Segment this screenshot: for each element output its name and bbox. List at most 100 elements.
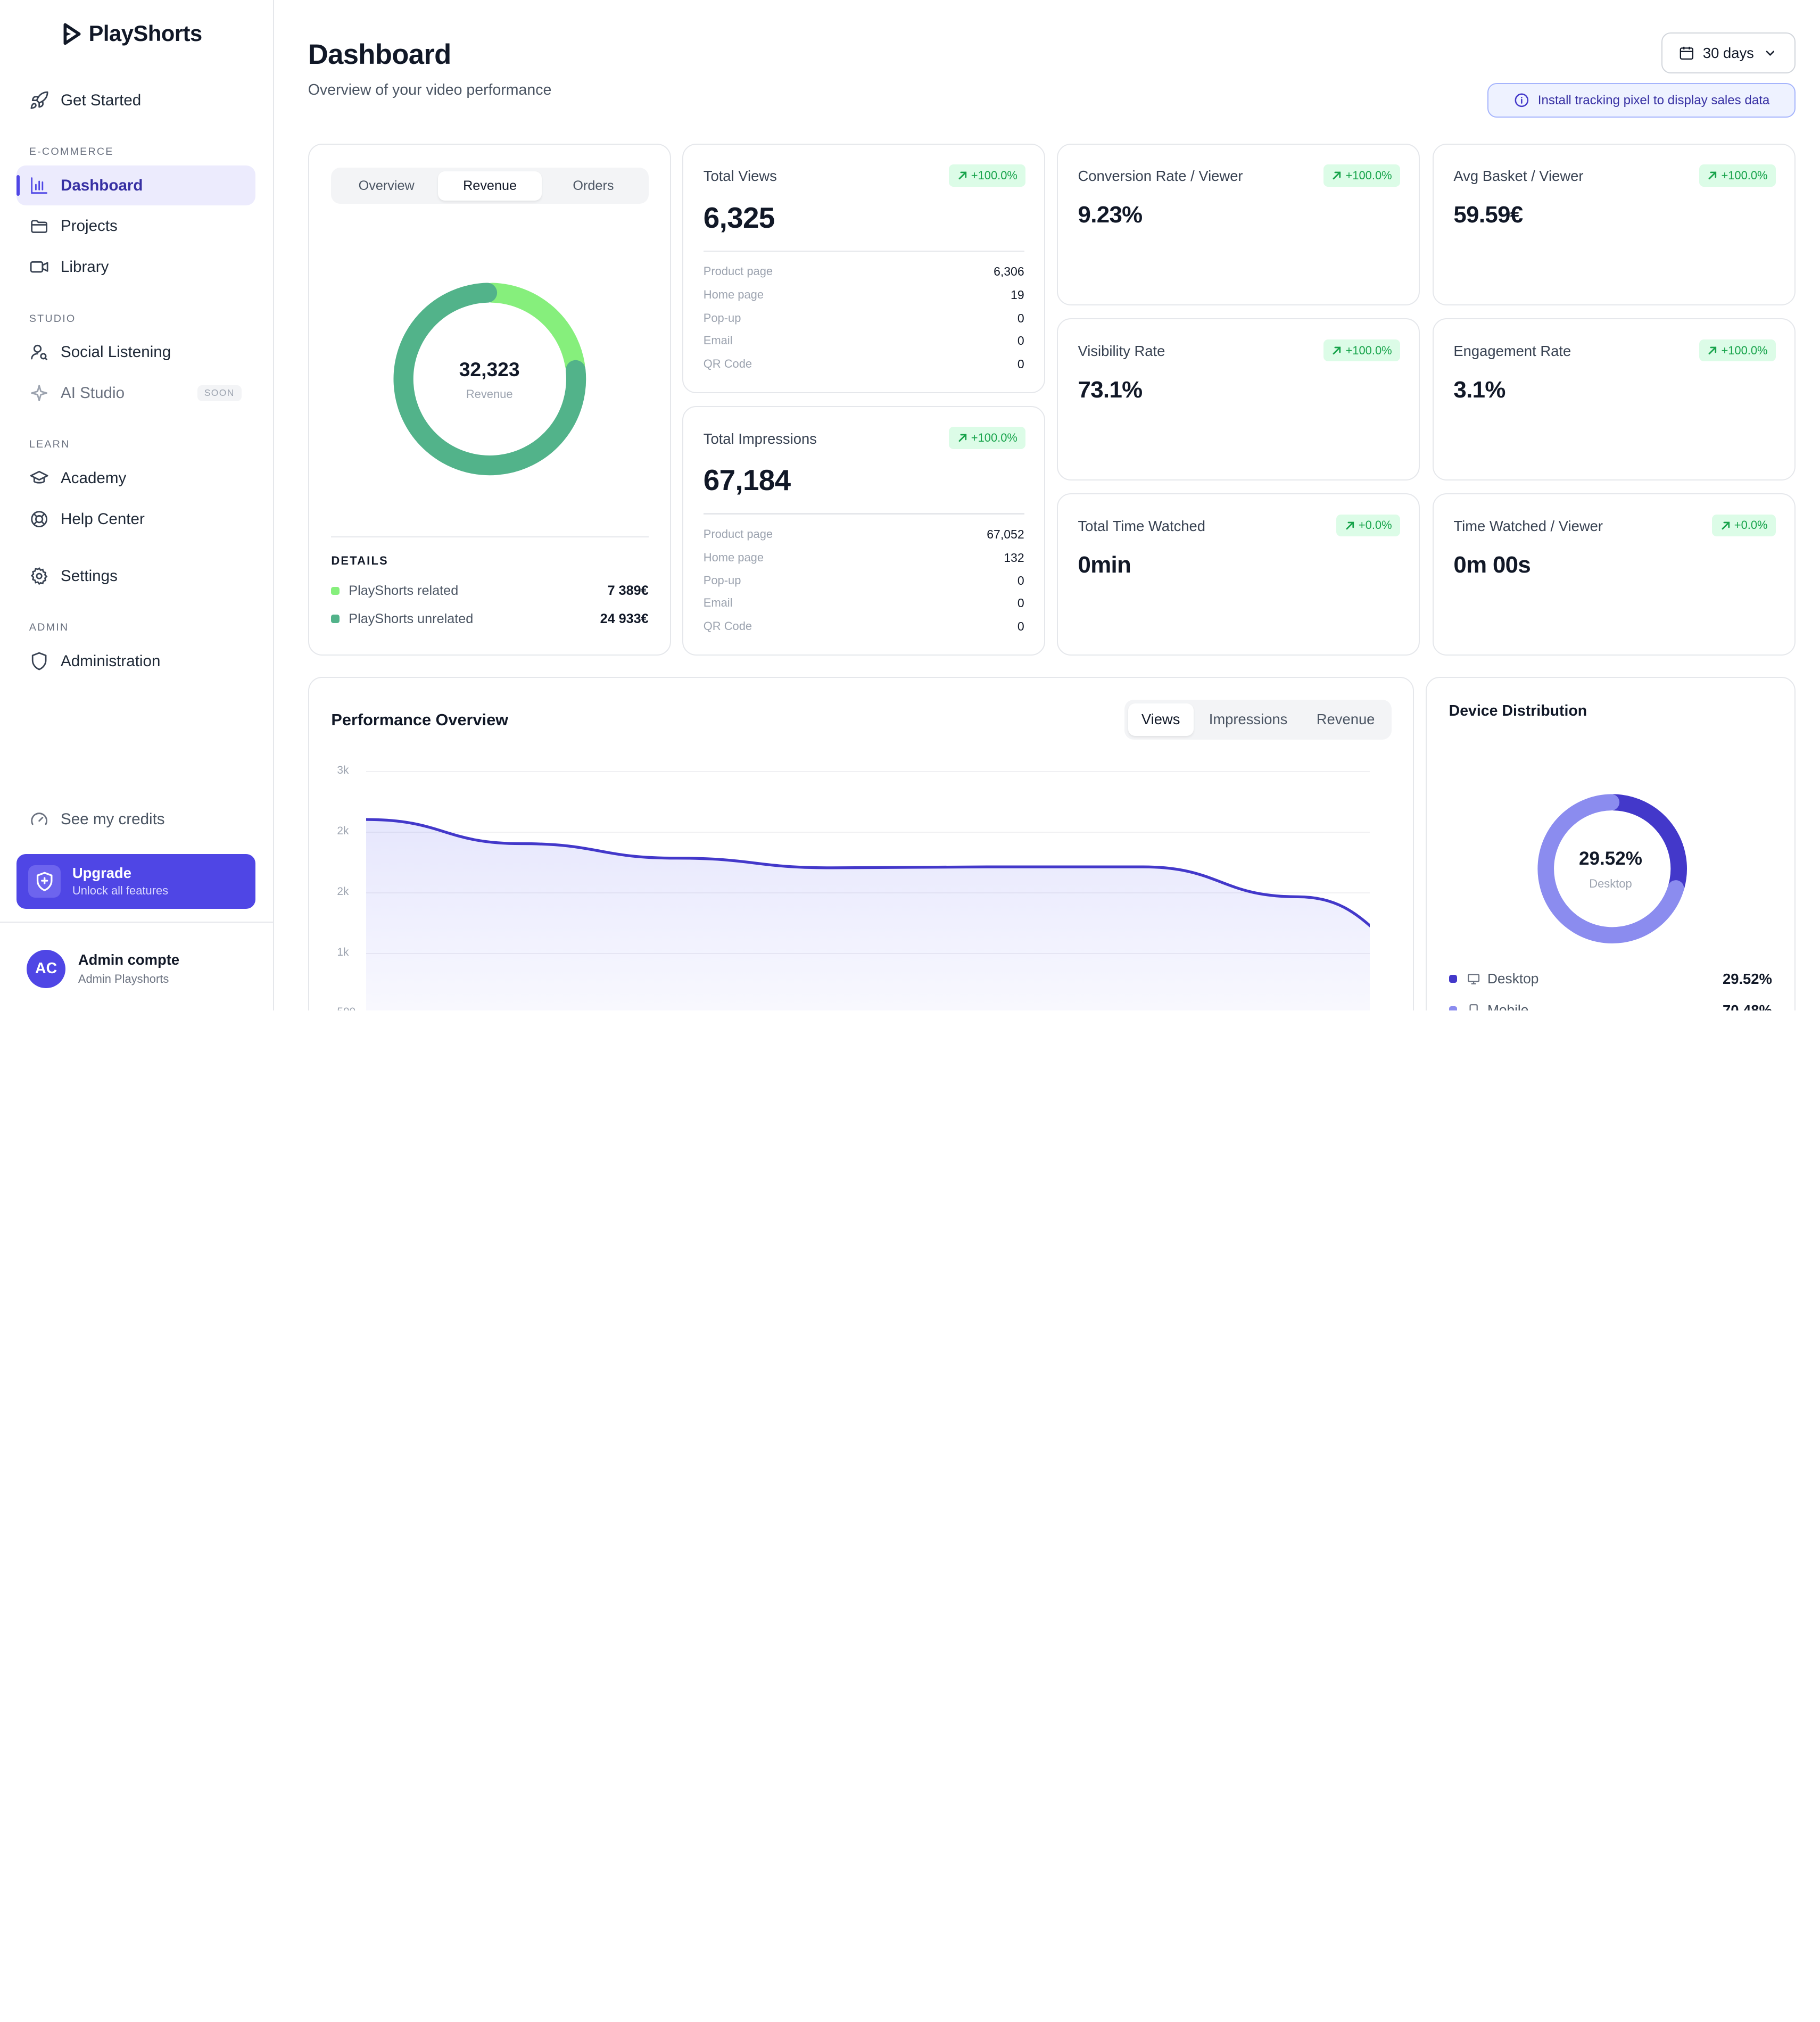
- legend-value: 7 389€: [607, 583, 649, 598]
- see-credits-link[interactable]: See my credits: [29, 809, 165, 829]
- soon-badge: SOON: [197, 385, 242, 401]
- legend-label: PlayShorts unrelated: [349, 611, 474, 626]
- change-badge: +100.0%: [949, 427, 1026, 449]
- nav-social-listening[interactable]: Social Listening: [16, 333, 255, 372]
- nav-label: Get Started: [60, 91, 142, 109]
- nav-administration[interactable]: Administration: [16, 642, 255, 682]
- breakdown-row: Pop-up 0: [704, 574, 1024, 588]
- divider: [331, 536, 649, 538]
- gear-icon: [30, 567, 48, 585]
- metric-label: Time Watched / Viewer: [1453, 518, 1603, 535]
- performance-line: [366, 818, 1370, 927]
- breakdown-row: QR Code 0: [704, 357, 1024, 371]
- metric-value: 3.1%: [1453, 376, 1505, 403]
- y-tick-label: 2k: [337, 885, 349, 898]
- metric-value: 0min: [1078, 551, 1131, 578]
- avg-basket-card: Avg Basket / Viewer +100.0% 59.59€: [1433, 143, 1796, 306]
- row-label: Home page: [703, 550, 764, 564]
- y-tick-label: 2k: [337, 824, 349, 837]
- divider: [703, 251, 1024, 252]
- nav-help-center[interactable]: Help Center: [16, 499, 255, 539]
- breakdown-row: Product page 67,052: [704, 527, 1024, 542]
- user-profile[interactable]: AC Admin compte Admin Playshorts: [27, 949, 180, 988]
- row-label: Pop-up: [703, 574, 741, 587]
- y-tick-label: 500: [337, 1006, 355, 1010]
- tab-impressions[interactable]: Impressions: [1209, 711, 1288, 728]
- change-badge: +100.0%: [1323, 164, 1400, 187]
- smartphone-icon: [1469, 1004, 1478, 1010]
- metric-label: Engagement Rate: [1453, 343, 1571, 360]
- device-legend-item: Desktop 29.52%: [1449, 971, 1772, 988]
- date-range-value: 30 days: [1702, 44, 1754, 61]
- folder-icon: [31, 220, 47, 233]
- nav-ai-studio[interactable]: AI Studio SOON: [16, 374, 255, 413]
- tab-views[interactable]: Views: [1128, 703, 1194, 736]
- user-role: Admin Playshorts: [78, 972, 169, 985]
- row-value: 0: [1017, 357, 1024, 371]
- nav-get-started[interactable]: Get Started: [16, 80, 255, 120]
- change-value: +0.0%: [1734, 518, 1768, 532]
- arrow-up-right-icon: [1333, 171, 1341, 180]
- section-studio: STUDIO: [29, 312, 76, 325]
- row-label: Pop-up: [703, 311, 741, 325]
- legend-label: Mobile: [1487, 1002, 1529, 1010]
- nav-settings[interactable]: Settings: [16, 557, 255, 596]
- legend-label: Desktop: [1487, 971, 1539, 987]
- tab-orders[interactable]: Orders: [573, 178, 614, 193]
- tracking-pixel-notice[interactable]: Install tracking pixel to display sales …: [1487, 82, 1796, 118]
- user-name: Admin compte: [78, 951, 180, 968]
- breakdown-row: Email 0: [704, 334, 1024, 348]
- nav-library[interactable]: Library: [16, 247, 255, 287]
- tab-revenue[interactable]: Revenue: [438, 171, 542, 201]
- tab-revenue[interactable]: Revenue: [1316, 711, 1375, 728]
- tab-overview[interactable]: Overview: [358, 178, 415, 193]
- metric-value: 73.1%: [1078, 376, 1143, 403]
- nav-label: Social Listening: [60, 343, 171, 361]
- change-badge: +100.0%: [1323, 339, 1400, 362]
- monitor-icon: [1467, 973, 1479, 984]
- arrow-up-right-icon: [1708, 346, 1717, 354]
- bar-chart-icon: [31, 177, 47, 194]
- legend-label: PlayShorts related: [349, 583, 459, 598]
- info-icon: [1515, 93, 1528, 107]
- shield-icon: [31, 652, 47, 670]
- metric-value: 6,325: [703, 201, 775, 234]
- brand-logo[interactable]: PlayShorts: [63, 21, 202, 46]
- total-time-watched-card: Total Time Watched +0.0% 0min: [1057, 493, 1420, 656]
- section-admin: ADMIN: [29, 621, 69, 634]
- nav-label: Settings: [60, 567, 118, 585]
- time-per-viewer-card: Time Watched / Viewer +0.0% 0m 00s: [1433, 493, 1796, 656]
- row-label: Product page: [703, 264, 773, 278]
- nav-projects[interactable]: Projects: [16, 206, 255, 246]
- brand-name: PlayShorts: [88, 21, 203, 46]
- change-value: +100.0%: [1721, 168, 1768, 182]
- change-badge: +100.0%: [1699, 339, 1776, 362]
- divider: [703, 513, 1024, 515]
- nav-dashboard[interactable]: Dashboard: [16, 165, 256, 205]
- arrow-up-right-icon: [1346, 521, 1354, 529]
- row-value: 67,052: [987, 527, 1024, 541]
- device-title: Device Distribution: [1449, 702, 1587, 719]
- date-range-select[interactable]: 30 days: [1661, 32, 1796, 74]
- upgrade-title: Upgrade: [72, 865, 132, 882]
- arrow-up-right-icon: [958, 171, 966, 180]
- metric-value: 67,184: [703, 463, 791, 497]
- row-label: Product page: [703, 527, 773, 541]
- change-badge: +100.0%: [949, 164, 1026, 187]
- upgrade-button[interactable]: Upgrade Unlock all features: [16, 853, 256, 909]
- total-impressions-card: Total Impressions +100.0% 67,184 Product…: [682, 405, 1046, 656]
- row-label: QR Code: [703, 619, 752, 633]
- graduation-cap-icon: [30, 471, 48, 484]
- legend-item: PlayShorts related 7 389€: [331, 583, 649, 599]
- row-value: 0: [1017, 311, 1024, 326]
- legend-swatch: [331, 586, 340, 595]
- arrow-up-right-icon: [1708, 171, 1717, 180]
- logo-icon: [63, 23, 81, 45]
- metric-label: Avg Basket / Viewer: [1453, 168, 1584, 185]
- nav-academy[interactable]: Academy: [16, 459, 255, 499]
- performance-card: Performance Overview Views Impressions R…: [308, 676, 1414, 1010]
- row-label: Home page: [703, 288, 764, 302]
- breakdown-row: Home page 132: [704, 551, 1024, 565]
- performance-chart: [366, 818, 1370, 1010]
- row-value: 19: [1011, 288, 1024, 302]
